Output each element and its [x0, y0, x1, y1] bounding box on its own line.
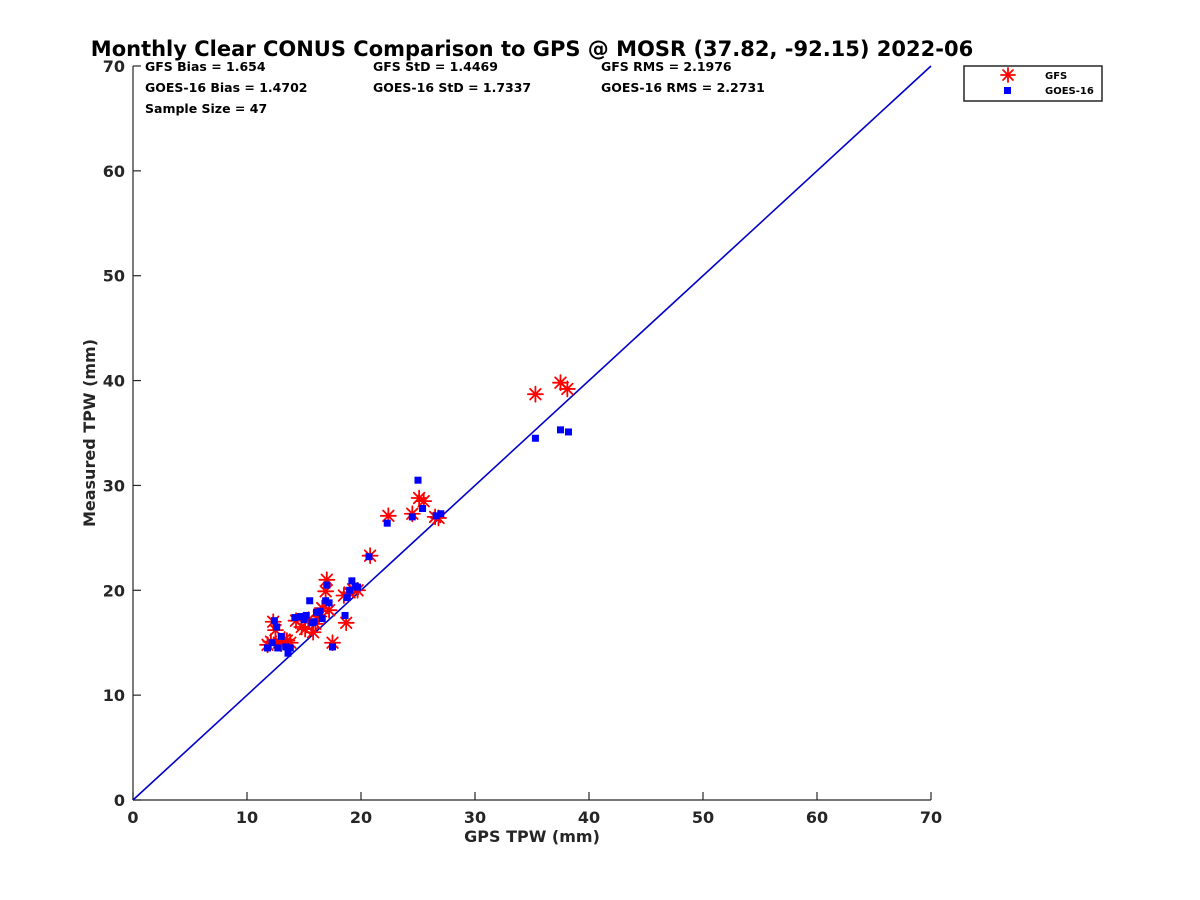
legend-gfs-label: GFS	[1045, 71, 1067, 82]
reference-line	[132, 65, 932, 801]
stat-goes16-std: GOES-16 StD = 1.7337	[373, 80, 531, 95]
goes16-point	[282, 643, 290, 651]
x-axis-label: GPS TPW (mm)	[464, 827, 600, 846]
goes16-point	[346, 586, 354, 594]
legend-goes16-marker-shape	[1004, 87, 1011, 94]
goes16-point	[310, 618, 318, 626]
x-tick-label: 30	[464, 808, 486, 827]
goes16-point	[419, 504, 427, 512]
goes16-point	[264, 644, 272, 652]
legend: GFS GOES-16	[963, 65, 1103, 102]
stat-sample-size: Sample Size = 47	[145, 101, 267, 116]
y-axis-label: Measured TPW (mm)	[80, 339, 99, 527]
goes16-point	[343, 594, 351, 602]
goes16-point	[273, 623, 281, 631]
x-axis-ticks: 0 10 20 30 40 50 60 70	[127, 792, 942, 827]
x-tick-label: 50	[692, 808, 714, 827]
goes16-point	[354, 583, 362, 591]
y-tick-label: 60	[103, 162, 125, 181]
goes16-point	[302, 611, 310, 619]
goes16-point	[270, 617, 278, 625]
legend-goes16-label: GOES-16	[1045, 86, 1094, 97]
stat-gfs-rms: GFS RMS = 2.1976	[601, 59, 732, 74]
x-tick-label: 40	[578, 808, 600, 827]
stat-goes16-bias: GOES-16 Bias = 1.4702	[145, 80, 307, 95]
chart-title: Monthly Clear CONUS Comparison to GPS @ …	[91, 37, 973, 61]
x-tick-label: 60	[806, 808, 828, 827]
goes16-point	[408, 513, 416, 521]
gfs-point	[558, 380, 576, 398]
x-tick-label: 70	[920, 808, 942, 827]
gfs-point	[527, 385, 544, 403]
goes16-point	[383, 519, 391, 527]
gfs-point	[320, 601, 338, 619]
goes16-point	[291, 614, 299, 622]
goes16-point	[306, 597, 314, 605]
y-tick-label: 0	[114, 791, 125, 810]
goes16-point	[531, 434, 539, 442]
x-tick-label: 0	[127, 808, 138, 827]
goes16-point	[277, 632, 285, 640]
legend-gfs-asterisk-icon	[1000, 67, 1016, 83]
stat-gfs-bias: GFS Bias = 1.654	[145, 59, 266, 74]
goes16-point	[437, 510, 445, 518]
goes16-point	[564, 428, 572, 436]
goes16-point	[365, 553, 373, 561]
goes16-point	[414, 476, 422, 484]
y-tick-label: 50	[103, 267, 125, 286]
x-tick-label: 20	[350, 808, 372, 827]
legend-gfs-marker-shape	[1000, 67, 1016, 83]
y-tick-label: 20	[103, 581, 125, 600]
goes16-point	[274, 644, 282, 652]
goes16-point	[316, 607, 324, 615]
goes16-point	[341, 611, 349, 619]
x-tick-label: 10	[236, 808, 258, 827]
stat-gfs-std: GFS StD = 1.4469	[373, 59, 498, 74]
goes16-point	[268, 639, 276, 647]
goes16-point	[300, 616, 308, 624]
y-tick-label: 70	[103, 57, 125, 76]
goes16-point	[284, 649, 292, 657]
series-goes16-points	[264, 426, 572, 657]
y-tick-label: 30	[103, 476, 125, 495]
goes16-point	[329, 643, 336, 651]
plot-area: 0 10 20 30 40 50 60 70 0 10 20 30 40 50 60 70	[103, 57, 942, 827]
stat-goes16-rms: GOES-16 RMS = 2.2731	[601, 80, 765, 95]
goes16-point	[286, 644, 294, 652]
one-to-one-reference-line	[132, 65, 932, 801]
gfs-point	[318, 571, 336, 589]
legend-goes16-square-icon	[1004, 87, 1011, 94]
goes16-point	[557, 426, 564, 434]
goes16-point	[348, 577, 356, 585]
goes16-point	[323, 581, 331, 589]
statistics-annotations: GFS Bias = 1.654 GFS StD = 1.4469 GFS RM…	[145, 59, 765, 116]
y-axis-ticks: 0 10 20 30 40 50 60 70	[103, 57, 141, 810]
goes16-point	[432, 512, 440, 520]
goes16-point	[318, 615, 326, 623]
y-tick-label: 40	[103, 372, 125, 391]
gfs-point	[415, 492, 433, 510]
y-tick-label: 10	[103, 686, 125, 705]
goes16-point	[325, 599, 333, 607]
legend-box	[963, 65, 1103, 102]
